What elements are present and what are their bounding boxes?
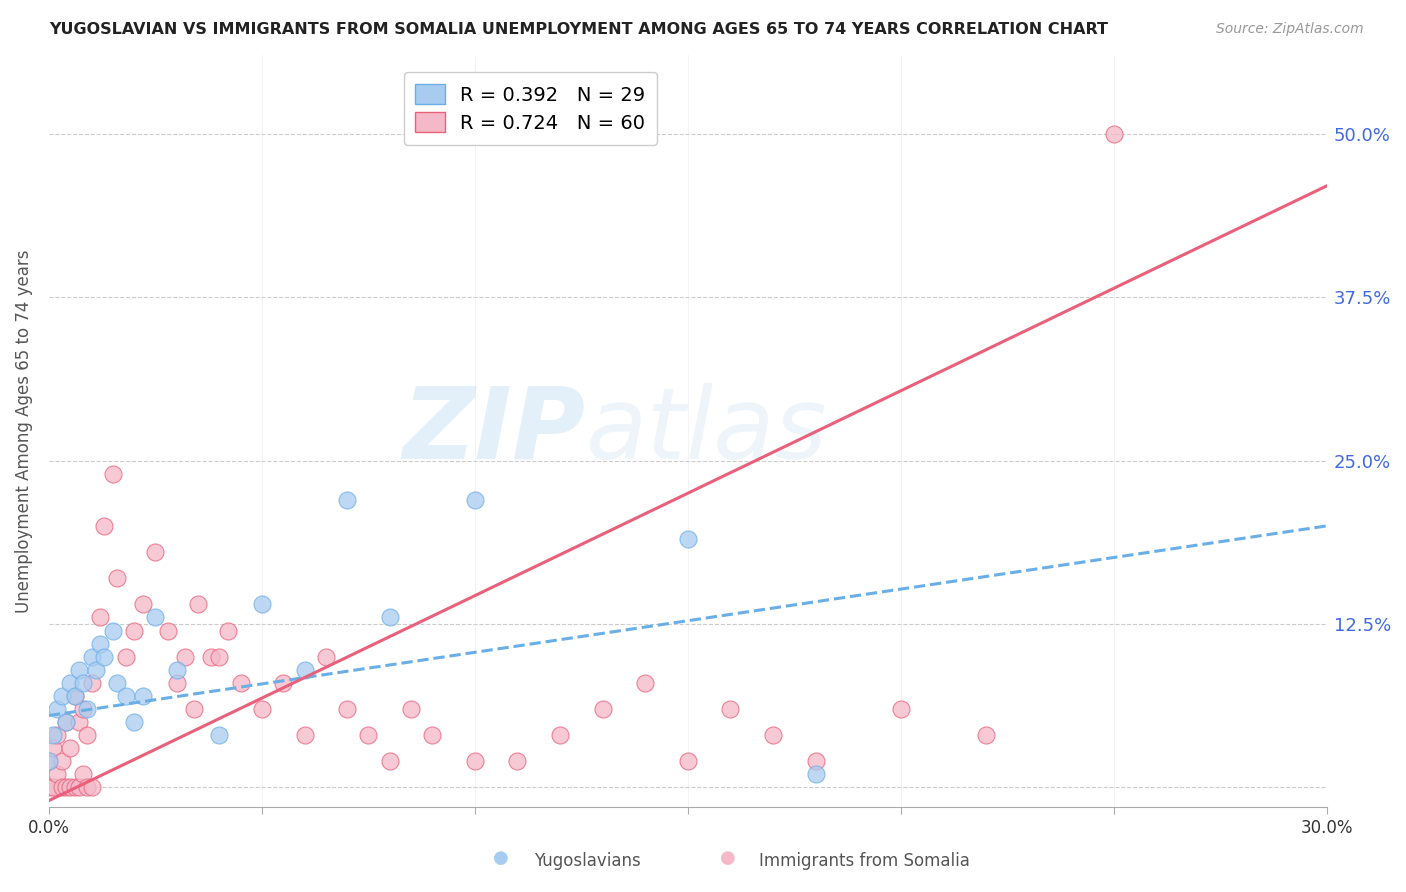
Point bbox=[676, 532, 699, 546]
Point bbox=[200, 649, 222, 664]
Point bbox=[114, 649, 136, 664]
Point bbox=[42, 728, 65, 742]
Point bbox=[76, 702, 98, 716]
Point bbox=[63, 780, 86, 795]
Point bbox=[122, 714, 145, 729]
Point bbox=[122, 624, 145, 638]
Point bbox=[378, 754, 401, 768]
Point bbox=[80, 649, 103, 664]
Point bbox=[72, 675, 94, 690]
Point bbox=[38, 754, 60, 768]
Point bbox=[80, 675, 103, 690]
Point bbox=[464, 754, 486, 768]
Text: Yugoslavians: Yugoslavians bbox=[534, 852, 641, 870]
Point bbox=[506, 754, 529, 768]
Point bbox=[46, 702, 69, 716]
Point bbox=[250, 598, 273, 612]
Point bbox=[145, 545, 167, 559]
Point bbox=[80, 780, 103, 795]
Point bbox=[89, 610, 111, 624]
Point bbox=[46, 767, 69, 781]
Point bbox=[804, 767, 827, 781]
Y-axis label: Unemployment Among Ages 65 to 74 years: Unemployment Among Ages 65 to 74 years bbox=[15, 250, 32, 613]
Point bbox=[59, 741, 82, 756]
Point bbox=[166, 675, 188, 690]
Point bbox=[250, 702, 273, 716]
Point bbox=[51, 689, 73, 703]
Point bbox=[101, 467, 124, 481]
Point bbox=[145, 610, 167, 624]
Point bbox=[38, 780, 60, 795]
Point bbox=[157, 624, 180, 638]
Point bbox=[131, 689, 153, 703]
Text: Source: ZipAtlas.com: Source: ZipAtlas.com bbox=[1216, 22, 1364, 37]
Point bbox=[63, 689, 86, 703]
Point bbox=[336, 492, 359, 507]
Point bbox=[174, 649, 197, 664]
Point bbox=[84, 663, 107, 677]
Point bbox=[131, 598, 153, 612]
Point bbox=[76, 780, 98, 795]
Point bbox=[63, 689, 86, 703]
Point bbox=[114, 689, 136, 703]
Text: YUGOSLAVIAN VS IMMIGRANTS FROM SOMALIA UNEMPLOYMENT AMONG AGES 65 TO 74 YEARS CO: YUGOSLAVIAN VS IMMIGRANTS FROM SOMALIA U… bbox=[49, 22, 1108, 37]
Point bbox=[42, 741, 65, 756]
Point bbox=[294, 728, 316, 742]
Point bbox=[762, 728, 785, 742]
Point bbox=[464, 492, 486, 507]
Point bbox=[592, 702, 614, 716]
Point bbox=[378, 610, 401, 624]
Point bbox=[67, 714, 90, 729]
Point bbox=[51, 754, 73, 768]
Point bbox=[42, 780, 65, 795]
Point bbox=[271, 675, 294, 690]
Point bbox=[357, 728, 380, 742]
Point bbox=[67, 780, 90, 795]
Text: atlas: atlas bbox=[586, 383, 827, 480]
Point bbox=[208, 649, 231, 664]
Point bbox=[105, 675, 128, 690]
Point bbox=[46, 728, 69, 742]
Text: ●: ● bbox=[720, 849, 737, 867]
Point bbox=[72, 767, 94, 781]
Point bbox=[59, 675, 82, 690]
Point bbox=[217, 624, 239, 638]
Point bbox=[974, 728, 997, 742]
Text: Immigrants from Somalia: Immigrants from Somalia bbox=[759, 852, 970, 870]
Point bbox=[548, 728, 571, 742]
Point bbox=[55, 780, 77, 795]
Point bbox=[55, 714, 77, 729]
Point bbox=[634, 675, 657, 690]
Point bbox=[336, 702, 359, 716]
Point bbox=[183, 702, 205, 716]
Point bbox=[229, 675, 252, 690]
Point bbox=[38, 754, 60, 768]
Point bbox=[399, 702, 422, 716]
Point bbox=[676, 754, 699, 768]
Point bbox=[93, 649, 115, 664]
Point bbox=[166, 663, 188, 677]
Point bbox=[76, 728, 98, 742]
Point bbox=[890, 702, 912, 716]
Text: ●: ● bbox=[492, 849, 509, 867]
Point bbox=[67, 663, 90, 677]
Point bbox=[315, 649, 337, 664]
Point bbox=[208, 728, 231, 742]
Point bbox=[51, 780, 73, 795]
Text: ZIP: ZIP bbox=[402, 383, 586, 480]
Point bbox=[101, 624, 124, 638]
Point bbox=[804, 754, 827, 768]
Point bbox=[187, 598, 209, 612]
Legend: R = 0.392   N = 29, R = 0.724   N = 60: R = 0.392 N = 29, R = 0.724 N = 60 bbox=[404, 72, 657, 145]
Point bbox=[93, 519, 115, 533]
Point bbox=[55, 714, 77, 729]
Point bbox=[72, 702, 94, 716]
Point bbox=[89, 637, 111, 651]
Point bbox=[59, 780, 82, 795]
Point bbox=[718, 702, 741, 716]
Point bbox=[420, 728, 443, 742]
Point bbox=[294, 663, 316, 677]
Point bbox=[1102, 127, 1125, 141]
Point bbox=[105, 571, 128, 585]
